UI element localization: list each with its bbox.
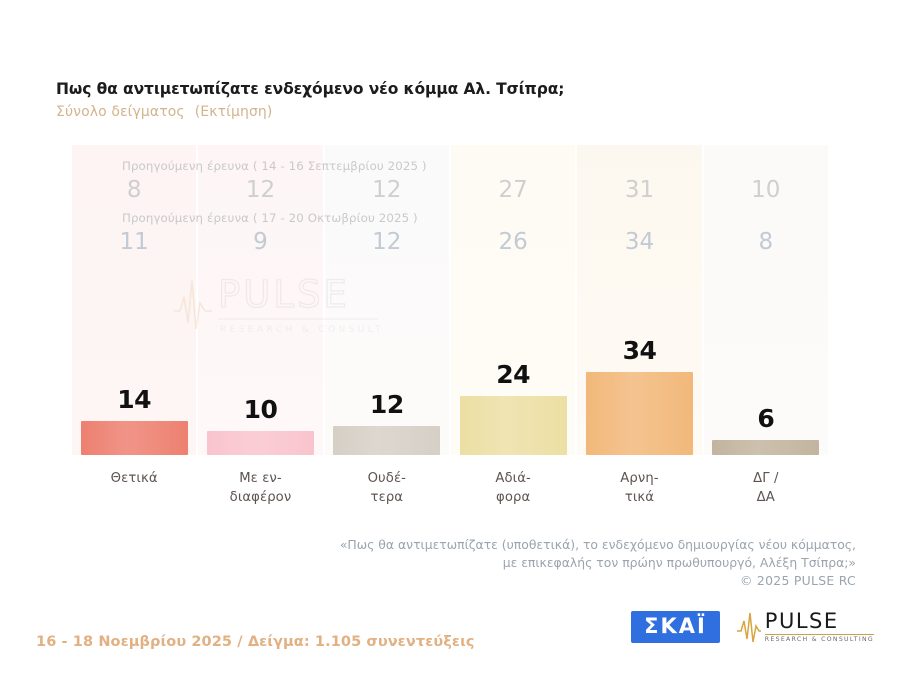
category-label-thetika: Θετικά	[110, 471, 158, 486]
bar-value-label: 6	[757, 404, 775, 434]
chart-subtitle: Σύνολο δείγματος (Εκτίμηση)	[56, 104, 856, 120]
footnote-line-1: «Πως θα αντιμετωπίζατε (υποθετικά), το ε…	[339, 537, 856, 552]
category-axis-labels: Θετικά Με εν-διαφέρον Ουδέ-τερα Αδιά-φορ…	[72, 470, 828, 507]
question-footnote: «Πως θα αντιμετωπίζατε (υποθετικά), το ε…	[340, 536, 856, 590]
prev-value: 8	[758, 229, 774, 255]
bar-group-thetika: 14	[72, 145, 196, 455]
footer-logos: ΣΚΑΪ PULSE RESEARCH & CONSULTING	[631, 610, 874, 644]
category-label-adiafora: Αδιά-φορα	[495, 471, 531, 505]
prev-value: 12	[245, 177, 276, 203]
chart-header: Πως θα αντιμετωπίζατε ενδεχόμενο νέο κόμ…	[56, 80, 856, 120]
previous-survey-caption: Προηγούμενη έρευνα ( 17 - 20 Οκτωβρίου 2…	[122, 211, 418, 225]
bar-group-me-endiaferon: 10	[198, 145, 322, 455]
bar-value-label: 24	[496, 360, 531, 390]
prev-value: 9	[253, 229, 268, 255]
bar-me-endiaferon	[207, 430, 314, 455]
previous-survey-values: 11 9 12 26 34 8	[72, 229, 828, 255]
bar-value-label: 14	[117, 384, 152, 414]
bar-dg-da	[712, 440, 820, 455]
prev-value: 8	[126, 177, 142, 203]
pulse-logo-divider	[764, 634, 874, 636]
bar-group-dg-da: 6	[704, 145, 828, 455]
bar-value-label: 12	[369, 389, 404, 419]
prev-value: 11	[119, 229, 149, 255]
chart-plot-area: PULSE RESEARCH & CONSULTING Προηγούμενη …	[72, 145, 828, 455]
previous-survey-caption: Προηγούμενη έρευνα ( 14 - 16 Σεπτεμβρίου…	[122, 159, 427, 173]
pulse-wordmark: PULSE RESEARCH & CONSULTING	[764, 608, 874, 644]
bar-group-arnitika: 34	[577, 145, 701, 455]
bar-value-label: 34	[622, 335, 657, 365]
pulse-logo: PULSE RESEARCH & CONSULTING	[736, 610, 874, 644]
prev-value: 12	[372, 177, 402, 203]
bar-group-adiafora: 24	[451, 145, 575, 455]
prev-value: 10	[751, 177, 781, 203]
subtitle-estimate-note: (Εκτίμηση)	[194, 104, 273, 120]
bar-oudetera	[333, 425, 441, 455]
bar-value-label: 10	[243, 394, 278, 424]
pulse-waveform-icon	[736, 612, 761, 643]
column-panel-thetika	[72, 145, 197, 455]
bar-adiafora	[459, 396, 567, 455]
pulse-logo-text: PULSE	[764, 608, 839, 633]
copyright-notice: © 2025 PULSE RC	[739, 573, 856, 589]
subtitle-sample-text: Σύνολο δείγματος	[56, 104, 185, 120]
bar-thetika	[80, 420, 188, 455]
previous-survey-values: 8 12 12 27 31 10	[72, 177, 828, 203]
prev-value: 34	[624, 229, 655, 255]
category-label-dg-da: ΔΓ / ΔΑ	[753, 471, 779, 505]
prev-value: 27	[498, 177, 528, 203]
prev-value: 26	[498, 229, 528, 255]
skai-logo: ΣΚΑΪ	[631, 611, 720, 643]
page-title: Πως θα αντιμετωπίζατε ενδεχόμενο νέο κόμ…	[56, 80, 565, 98]
column-panel-me-endiaferon	[198, 145, 323, 455]
category-label-arnitika: Αρνη-τικά	[620, 471, 659, 505]
footnote-line-2: με επικεφαλής τον πρώην πρωθυπουργό, Αλέ…	[502, 554, 856, 570]
column-panel-dg-da	[703, 145, 828, 455]
pulse-logo-tagline: RESEARCH & CONSULTING	[764, 636, 874, 644]
category-label-oudetera: Ουδέ-τερα	[367, 471, 407, 505]
prev-value: 31	[624, 177, 655, 203]
prev-value: 12	[372, 229, 402, 255]
column-panel-oudetera	[324, 145, 449, 455]
category-label-me-endiaferon: Με εν-διαφέρον	[229, 471, 292, 505]
bar-arnitika	[586, 371, 693, 455]
survey-date-and-sample: 16 - 18 Νοεμβρίου 2025 / Δείγμα: 1.105 σ…	[36, 634, 475, 650]
bar-group-oudetera: 12	[325, 145, 449, 455]
bar-series-current: 14 10 12 24 34 6	[72, 145, 828, 455]
